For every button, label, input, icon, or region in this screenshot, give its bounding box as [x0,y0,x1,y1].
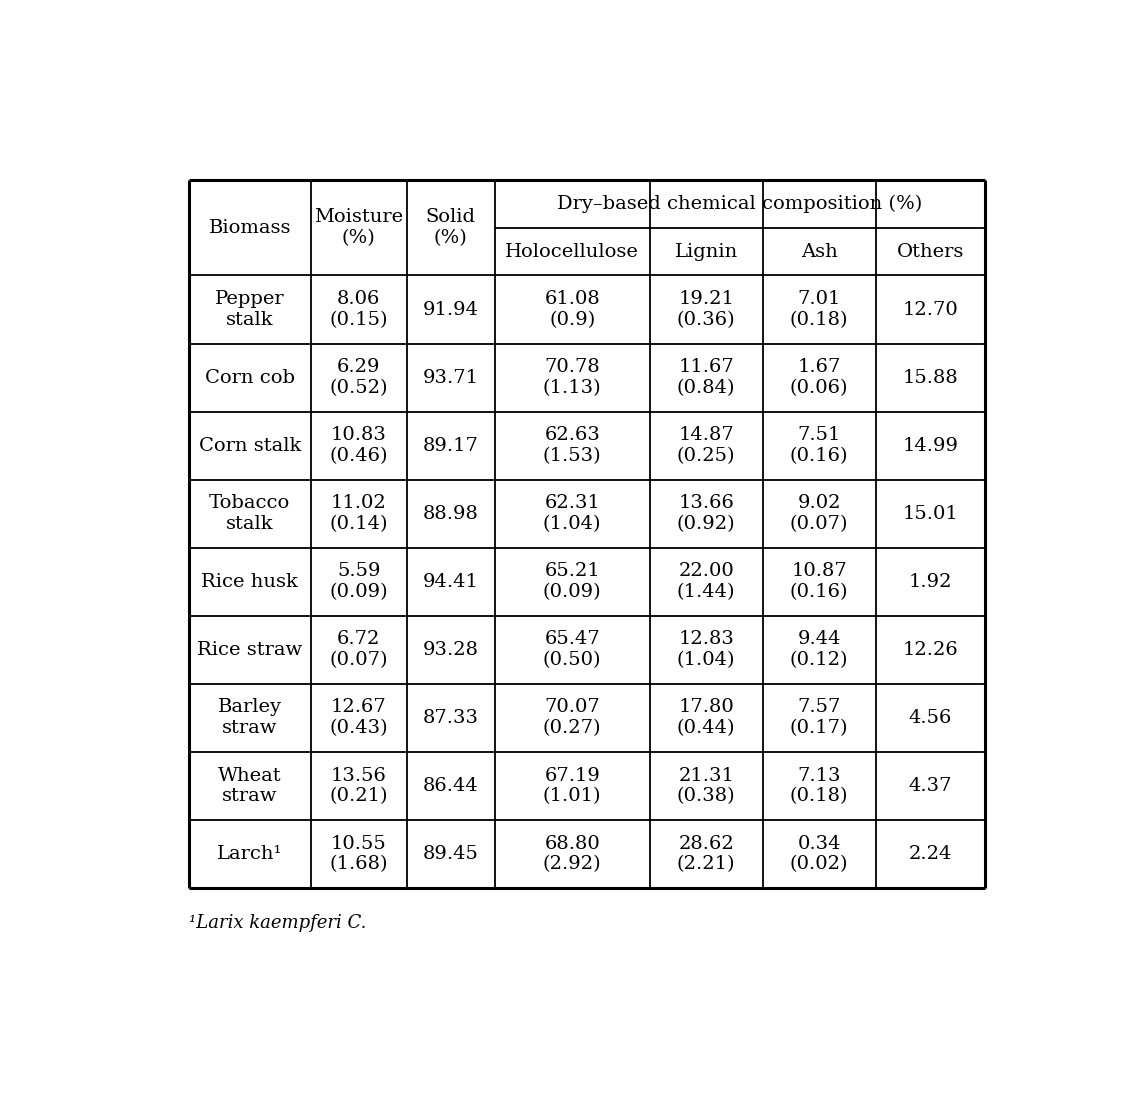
Text: Rice husk: Rice husk [202,573,298,591]
Text: 10.83
(0.46): 10.83 (0.46) [329,427,388,465]
Text: 1.67
(0.06): 1.67 (0.06) [790,358,848,397]
Text: 12.83
(1.04): 12.83 (1.04) [677,630,735,669]
Text: 0.34
(0.02): 0.34 (0.02) [790,834,848,873]
Text: Larch¹: Larch¹ [217,845,282,863]
Text: 93.71: 93.71 [423,369,478,387]
Text: 70.78
(1.13): 70.78 (1.13) [543,358,601,397]
Text: 6.72
(0.07): 6.72 (0.07) [329,630,388,669]
Text: 7.01
(0.18): 7.01 (0.18) [790,290,848,329]
Text: Holocellulose: Holocellulose [505,243,640,260]
Text: 13.66
(0.92): 13.66 (0.92) [677,494,735,533]
Text: 89.17: 89.17 [423,437,478,454]
Text: 15.01: 15.01 [902,504,958,523]
Text: 67.19
(1.01): 67.19 (1.01) [543,767,601,806]
Text: Barley
straw: Barley straw [218,698,282,737]
Text: Lignin: Lignin [675,243,738,260]
Text: 17.80
(0.44): 17.80 (0.44) [677,698,735,737]
Text: Biomass: Biomass [209,218,291,237]
Text: 88.98: 88.98 [423,504,478,523]
Text: 7.51
(0.16): 7.51 (0.16) [790,427,848,465]
Text: Corn stalk: Corn stalk [199,437,301,454]
Text: 65.47
(0.50): 65.47 (0.50) [543,630,601,669]
Text: 12.67
(0.43): 12.67 (0.43) [329,698,388,737]
Text: 12.70: 12.70 [902,300,958,318]
Text: Tobacco
stalk: Tobacco stalk [209,494,290,533]
Text: 9.44
(0.12): 9.44 (0.12) [790,630,848,669]
Text: Moisture
(%): Moisture (%) [314,208,403,247]
Text: Rice straw: Rice straw [197,640,302,659]
Text: 4.37: 4.37 [908,777,952,794]
Text: 22.00
(1.44): 22.00 (1.44) [677,563,735,602]
Text: Dry–based chemical composition (%): Dry–based chemical composition (%) [557,195,923,213]
Text: 10.87
(0.16): 10.87 (0.16) [790,563,848,602]
Text: ¹Larix kaempferi C.: ¹Larix kaempferi C. [190,914,367,932]
Text: 70.07
(0.27): 70.07 (0.27) [543,698,601,737]
Text: 62.63
(1.53): 62.63 (1.53) [543,427,601,465]
Text: 62.31
(1.04): 62.31 (1.04) [543,494,601,533]
Text: Solid
(%): Solid (%) [425,208,476,247]
Text: 1.92: 1.92 [908,573,952,591]
Text: 7.13
(0.18): 7.13 (0.18) [790,767,848,806]
Text: Ash: Ash [801,243,838,260]
Text: 6.29
(0.52): 6.29 (0.52) [329,358,388,397]
Text: 65.21
(0.09): 65.21 (0.09) [543,563,601,602]
Text: Others: Others [897,243,963,260]
Text: 93.28: 93.28 [423,640,478,659]
Text: 19.21
(0.36): 19.21 (0.36) [677,290,735,329]
Text: 28.62
(2.21): 28.62 (2.21) [677,834,735,873]
Text: Corn cob: Corn cob [205,369,294,387]
Text: 4.56: 4.56 [908,709,952,727]
Text: 15.88: 15.88 [902,369,958,387]
Text: 9.02
(0.07): 9.02 (0.07) [790,494,848,533]
Text: 7.57
(0.17): 7.57 (0.17) [790,698,848,737]
Text: 89.45: 89.45 [423,845,478,863]
Text: 91.94: 91.94 [423,300,478,318]
Text: 11.67
(0.84): 11.67 (0.84) [677,358,735,397]
Text: 94.41: 94.41 [423,573,478,591]
Text: 14.99: 14.99 [902,437,958,454]
Text: 12.26: 12.26 [902,640,958,659]
Text: Pepper
stalk: Pepper stalk [215,290,284,329]
Text: 10.55
(1.68): 10.55 (1.68) [329,834,388,873]
Text: 8.06
(0.15): 8.06 (0.15) [329,290,388,329]
Text: 2.24: 2.24 [908,845,952,863]
Text: 86.44: 86.44 [423,777,478,794]
Text: 13.56
(0.21): 13.56 (0.21) [329,767,388,806]
Text: 5.59
(0.09): 5.59 (0.09) [329,563,388,602]
Text: 61.08
(0.9): 61.08 (0.9) [545,290,600,329]
Text: 68.80
(2.92): 68.80 (2.92) [543,834,601,873]
Text: 21.31
(0.38): 21.31 (0.38) [677,767,735,806]
Text: 87.33: 87.33 [423,709,478,727]
Text: 14.87
(0.25): 14.87 (0.25) [677,427,735,465]
Text: Wheat
straw: Wheat straw [218,767,282,806]
Text: 11.02
(0.14): 11.02 (0.14) [329,494,388,533]
